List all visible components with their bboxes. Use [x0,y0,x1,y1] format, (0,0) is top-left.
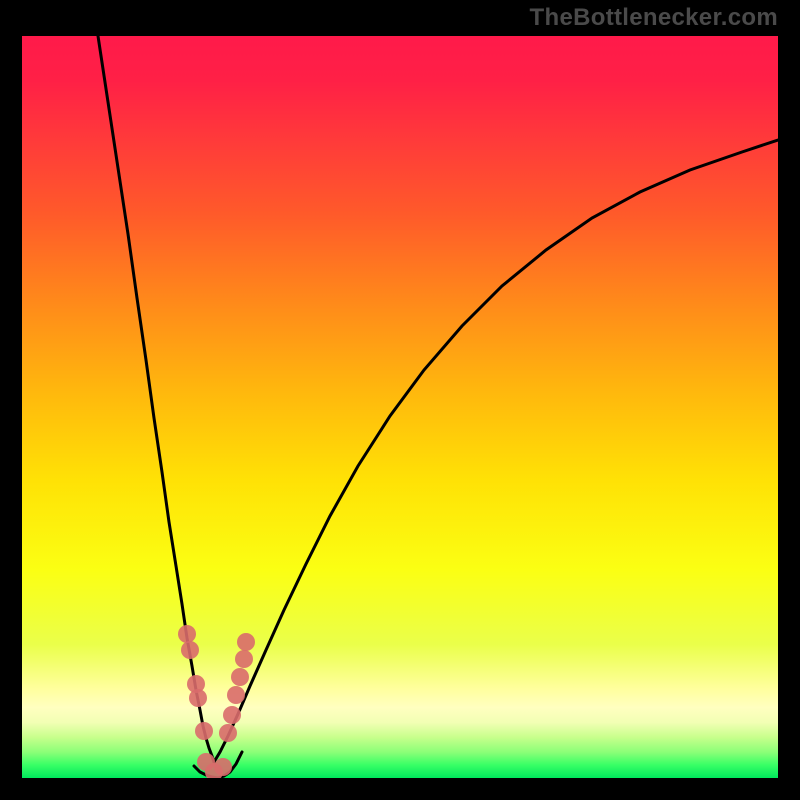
highlight-dot-right-3 [227,686,245,704]
highlight-dot-right-0 [237,633,255,651]
highlight-dot-right-1 [235,650,253,668]
curve-overlay [22,36,778,778]
highlight-dot-right-2 [231,668,249,686]
highlight-dot-left-1 [181,641,199,659]
highlight-dot-right-5 [219,724,237,742]
curve-right-branch [214,140,778,762]
highlight-dot-left-3 [189,689,207,707]
watermark-label: TheBottlenecker.com [530,4,778,32]
plot-area [22,36,778,778]
highlight-dot-left-0 [178,625,196,643]
highlight-dot-left-4 [195,722,213,740]
highlight-dot-right-4 [223,706,241,724]
highlight-dot-bottom-2 [214,758,232,776]
